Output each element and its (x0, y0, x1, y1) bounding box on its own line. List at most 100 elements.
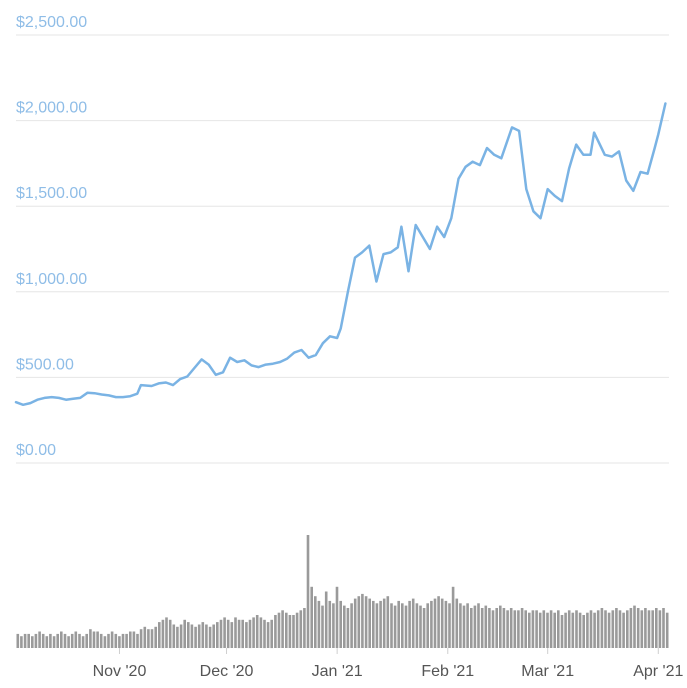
volume-bar (350, 603, 353, 648)
volume-bar (237, 619, 241, 649)
volume-bar (154, 626, 157, 648)
volume-bar (38, 631, 41, 648)
volume-bar (401, 603, 404, 648)
volume-bar (270, 619, 273, 649)
volume-bar (622, 612, 625, 648)
volume-bar (259, 617, 263, 648)
volume-bar (582, 615, 585, 648)
volume-bar (564, 612, 567, 648)
volume-bar (63, 633, 67, 648)
volume-bar (528, 612, 531, 648)
volume-bar (139, 629, 143, 648)
volume-bar (317, 600, 321, 648)
volume-bar (212, 624, 215, 648)
volume-bar (560, 615, 564, 648)
volume-bar (633, 605, 636, 648)
volume-bar (110, 631, 114, 648)
volume-bar (480, 608, 484, 648)
volume-bar (335, 586, 339, 648)
volume-bar (658, 610, 662, 648)
volume-bar (415, 603, 419, 648)
volume-bar (194, 626, 197, 648)
volume-bar (60, 631, 63, 648)
volume-bar (176, 626, 179, 648)
volume-bar (390, 603, 393, 648)
volume-bar (187, 622, 190, 648)
volume-bar (353, 598, 357, 648)
volume-bar (274, 615, 277, 648)
volume-bar (197, 624, 201, 648)
volume-bar (466, 603, 469, 648)
volume-bar (578, 612, 582, 648)
volume-bar (462, 605, 466, 648)
volume-bar (368, 598, 371, 648)
volume-bar (488, 608, 491, 648)
volume-bar (31, 636, 34, 648)
x-tick-label: Dec '20 (200, 663, 254, 680)
volume-bar (491, 610, 495, 648)
volume-bar (295, 612, 299, 648)
volume-bar (107, 633, 110, 648)
volume-bar (299, 610, 303, 648)
volume-bar (589, 610, 593, 648)
volume-bar (20, 636, 23, 648)
volume-bar (310, 586, 313, 648)
volume-bar (596, 610, 600, 648)
volume-bar (553, 612, 556, 648)
volume-bar (303, 608, 306, 648)
volume-bar (292, 615, 295, 648)
volume-bar (252, 617, 255, 648)
y-tick-label: $2,500.00 (16, 14, 87, 31)
volume-bar (23, 633, 27, 648)
volume-bar (538, 612, 542, 648)
volume-bar (70, 633, 74, 648)
volume-bar (611, 610, 615, 648)
volume-bar (241, 619, 244, 649)
volume-bar (219, 619, 223, 649)
volume-bar (379, 600, 382, 648)
y-tick-label: $1,000.00 (16, 271, 87, 288)
volume-bar (96, 631, 99, 648)
price-line (14, 102, 667, 407)
x-tick-label: Nov '20 (93, 663, 147, 680)
volume-bar (665, 612, 669, 648)
volume-bar (314, 596, 317, 648)
volume-bar (575, 610, 578, 648)
volume-bar (531, 610, 535, 648)
volume-bar (419, 605, 422, 648)
volume-bar (165, 617, 168, 648)
volume-bar (230, 622, 234, 648)
volume-bar (114, 633, 118, 648)
volume-bar (626, 610, 629, 648)
volume-bar (647, 610, 651, 648)
volume-bar (629, 608, 633, 648)
volume-bar (357, 596, 361, 648)
volume-bar (343, 605, 346, 648)
volume-bar (408, 600, 411, 648)
x-tick-label: Feb '21 (421, 663, 474, 680)
volume-bar (604, 610, 607, 648)
volume-bar (81, 636, 85, 648)
volume-bar (549, 610, 553, 648)
volume-bar (74, 631, 78, 648)
y-tick-label: $1,500.00 (16, 185, 87, 202)
volume-bar (557, 610, 560, 648)
volume-bar (455, 598, 459, 648)
volume-bar (567, 610, 571, 648)
volume-bar (103, 636, 107, 648)
volume-bar (615, 608, 618, 648)
volume-bar (321, 605, 324, 648)
x-tick-label: Apr '21 (633, 663, 683, 680)
volume-bar (208, 626, 212, 648)
volume-bar (52, 636, 56, 648)
y-tick-label: $0.00 (16, 442, 56, 459)
volume-bar (618, 610, 622, 648)
volume-bar (600, 608, 604, 648)
volume-bar (27, 633, 30, 648)
x-tick-label: Jan '21 (312, 663, 363, 680)
volume-bar (542, 610, 546, 648)
volume-bar (513, 610, 517, 648)
volume-bar (444, 600, 448, 648)
